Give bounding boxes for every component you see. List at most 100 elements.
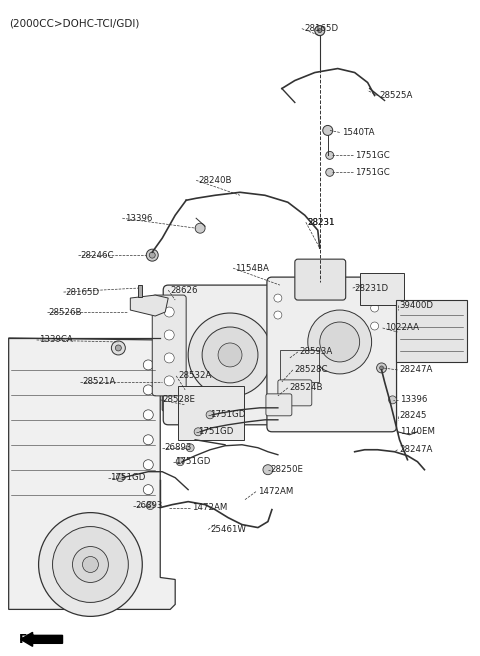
Circle shape [144, 435, 153, 445]
FancyBboxPatch shape [152, 295, 186, 396]
Circle shape [176, 458, 184, 466]
Text: 28250E: 28250E [270, 465, 303, 474]
Circle shape [178, 355, 192, 369]
Text: 28524B: 28524B [290, 383, 324, 392]
Circle shape [178, 387, 192, 401]
Circle shape [72, 546, 108, 583]
Circle shape [274, 311, 282, 319]
Text: 1472AM: 1472AM [258, 487, 293, 496]
Text: 28165D: 28165D [305, 24, 339, 33]
Circle shape [389, 396, 396, 404]
Circle shape [263, 464, 273, 475]
Text: 28521A: 28521A [83, 377, 116, 386]
Circle shape [178, 403, 192, 417]
Text: 28165D: 28165D [65, 287, 100, 297]
FancyBboxPatch shape [280, 350, 319, 382]
Text: 28532A: 28532A [178, 371, 212, 380]
FancyArrow shape [21, 632, 62, 646]
Polygon shape [162, 348, 208, 416]
Text: 28526B: 28526B [48, 308, 82, 317]
Circle shape [144, 360, 153, 370]
Circle shape [308, 310, 372, 374]
Circle shape [111, 341, 125, 355]
Text: 1751GC: 1751GC [355, 151, 389, 160]
Text: 1540TA: 1540TA [342, 128, 374, 137]
Text: (2000CC>DOHC-TCI/GDI): (2000CC>DOHC-TCI/GDI) [9, 18, 139, 29]
Text: FR.: FR. [19, 633, 42, 646]
Circle shape [206, 411, 214, 419]
Circle shape [38, 512, 142, 617]
Text: 28240B: 28240B [198, 176, 232, 185]
Circle shape [371, 304, 379, 312]
Circle shape [164, 307, 174, 317]
Text: 28525A: 28525A [380, 91, 413, 100]
Circle shape [178, 371, 192, 385]
Circle shape [164, 376, 174, 386]
Text: 28593A: 28593A [300, 348, 333, 356]
Circle shape [318, 29, 322, 33]
Circle shape [144, 485, 153, 495]
FancyBboxPatch shape [396, 300, 468, 362]
Circle shape [164, 330, 174, 340]
Text: 28528E: 28528E [162, 396, 195, 404]
Text: 28231: 28231 [308, 218, 336, 227]
FancyBboxPatch shape [360, 273, 404, 305]
Text: 26893: 26893 [135, 501, 163, 510]
Circle shape [315, 26, 325, 35]
Text: 1472AM: 1472AM [192, 503, 228, 512]
FancyBboxPatch shape [163, 285, 288, 425]
Text: 1140EM: 1140EM [399, 427, 434, 436]
Polygon shape [9, 338, 175, 609]
Text: 28231D: 28231D [355, 283, 389, 293]
Text: 1751GC: 1751GC [355, 168, 389, 177]
Text: 28247A: 28247A [399, 365, 433, 375]
Circle shape [164, 353, 174, 363]
Circle shape [188, 313, 272, 397]
FancyBboxPatch shape [267, 277, 396, 432]
Circle shape [320, 322, 360, 362]
Text: 28626: 28626 [170, 285, 198, 295]
FancyBboxPatch shape [266, 394, 292, 416]
FancyBboxPatch shape [178, 386, 244, 440]
Text: 1751GD: 1751GD [175, 457, 211, 466]
Circle shape [380, 366, 384, 370]
Circle shape [83, 556, 98, 573]
FancyBboxPatch shape [278, 380, 312, 406]
Circle shape [146, 249, 158, 261]
Text: 1751GD: 1751GD [198, 427, 233, 436]
Text: 26893: 26893 [164, 443, 192, 452]
Circle shape [323, 125, 333, 135]
Bar [138, 285, 142, 297]
Text: 13396: 13396 [125, 214, 153, 223]
Text: 1022AA: 1022AA [384, 323, 419, 333]
Circle shape [326, 152, 334, 159]
Circle shape [377, 363, 386, 373]
Text: 28231: 28231 [308, 218, 336, 227]
Circle shape [115, 345, 121, 351]
Circle shape [326, 169, 334, 176]
Circle shape [116, 474, 124, 482]
Circle shape [371, 322, 379, 330]
Text: 1154BA: 1154BA [235, 264, 269, 273]
Circle shape [202, 327, 258, 383]
Text: 1751GD: 1751GD [210, 410, 245, 419]
Circle shape [52, 527, 128, 602]
Circle shape [195, 223, 205, 233]
Text: 28245: 28245 [399, 411, 427, 420]
Text: 25461W: 25461W [210, 525, 246, 534]
Circle shape [274, 294, 282, 302]
Circle shape [186, 443, 194, 452]
Circle shape [144, 385, 153, 395]
Circle shape [144, 460, 153, 470]
Text: 28528C: 28528C [295, 365, 328, 375]
Circle shape [146, 502, 154, 510]
Text: 28246C: 28246C [81, 251, 114, 260]
Text: 1339CA: 1339CA [38, 335, 72, 344]
Circle shape [194, 428, 202, 436]
Polygon shape [130, 295, 168, 316]
Text: 13396: 13396 [399, 396, 427, 404]
Circle shape [144, 410, 153, 420]
Circle shape [218, 343, 242, 367]
Text: 39400D: 39400D [399, 300, 433, 310]
Circle shape [149, 252, 155, 258]
